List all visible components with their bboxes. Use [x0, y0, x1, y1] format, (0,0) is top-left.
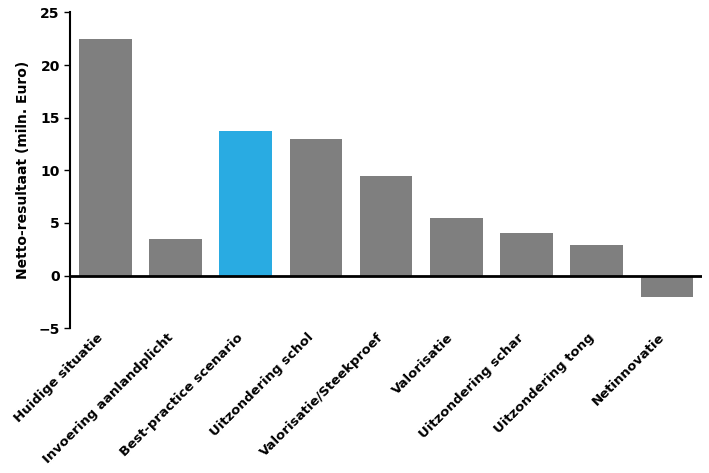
- Bar: [571, 245, 623, 276]
- Bar: [430, 218, 483, 276]
- Bar: [359, 175, 413, 276]
- Y-axis label: Netto-resultaat (miln. Euro): Netto-resultaat (miln. Euro): [16, 61, 30, 280]
- Bar: [501, 234, 553, 276]
- Bar: [641, 276, 693, 297]
- Bar: [219, 131, 272, 276]
- Bar: [149, 239, 202, 276]
- Bar: [79, 39, 132, 276]
- Bar: [289, 139, 342, 276]
